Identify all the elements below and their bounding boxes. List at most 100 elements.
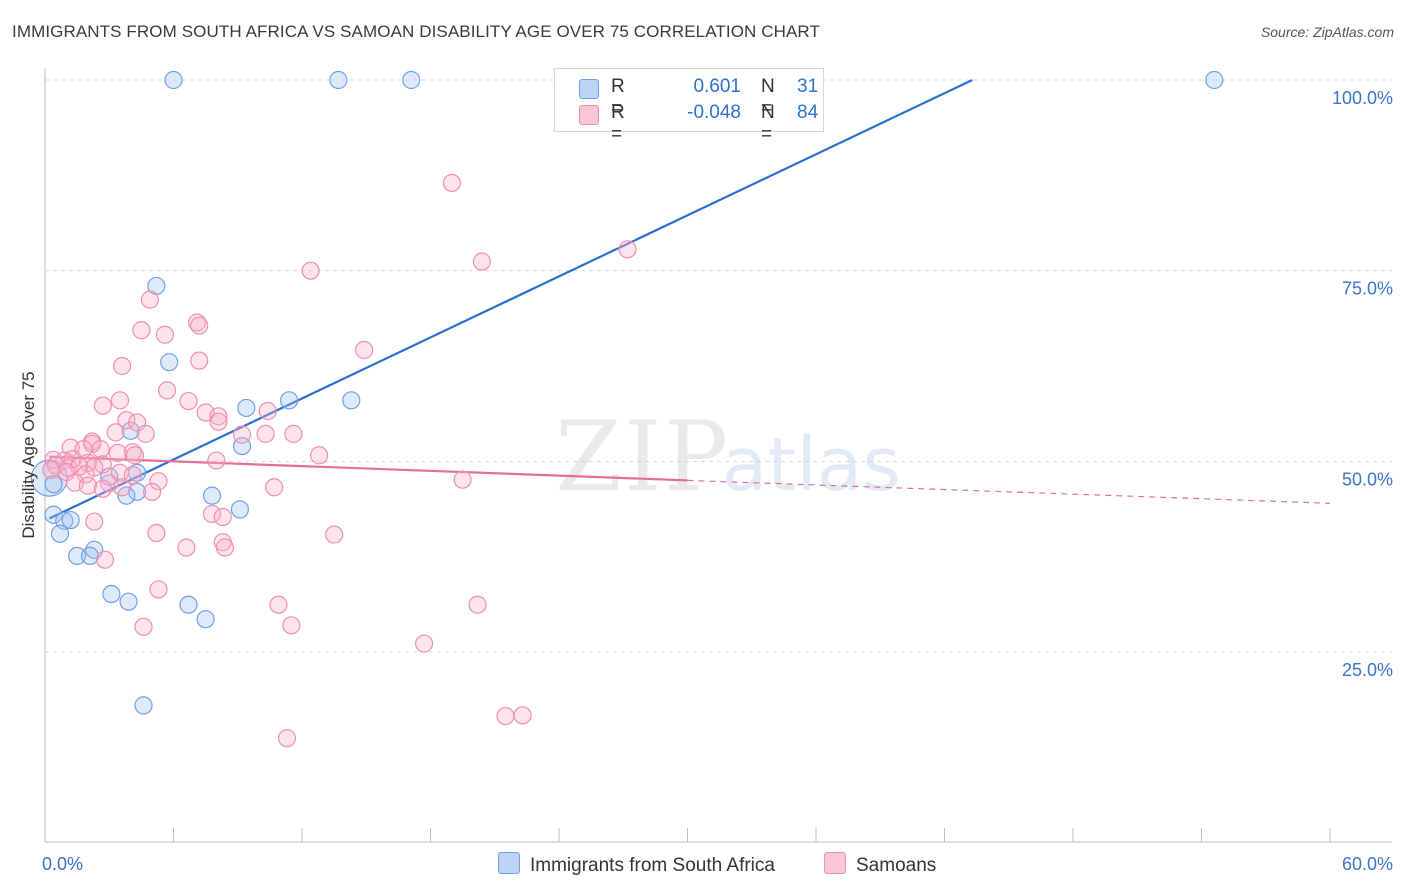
point-samoans bbox=[117, 411, 136, 430]
point-south-africa bbox=[134, 696, 153, 715]
point-samoans bbox=[83, 434, 102, 453]
point-south-africa bbox=[196, 610, 215, 629]
point-south-africa bbox=[80, 546, 100, 566]
watermark: ZIP atlas bbox=[555, 401, 901, 513]
point-samoans bbox=[282, 616, 301, 635]
point-south-africa bbox=[230, 500, 249, 519]
point-samoans bbox=[142, 482, 162, 501]
point-south-africa bbox=[61, 510, 80, 530]
point-samoans bbox=[207, 451, 226, 470]
point-south-africa bbox=[280, 391, 299, 410]
point-samoans bbox=[78, 476, 97, 495]
bottom-legend-label: Samoans bbox=[856, 855, 937, 876]
point-samoans bbox=[284, 424, 303, 443]
point-samoans bbox=[140, 290, 160, 309]
point-samoans bbox=[202, 504, 222, 524]
point-samoans bbox=[110, 391, 130, 410]
point-samoans bbox=[442, 173, 462, 193]
point-samoans bbox=[123, 465, 142, 485]
point-south-africa bbox=[44, 475, 63, 494]
point-samoans bbox=[149, 472, 168, 491]
y-axis-label: Disability Age Over 75 bbox=[19, 371, 38, 538]
point-samoans bbox=[213, 507, 232, 527]
legend-swatch-pink bbox=[579, 105, 599, 125]
point-south-africa bbox=[50, 524, 70, 543]
y-tick-label: 25.0% bbox=[1342, 660, 1393, 680]
y-tick-label: 100.0% bbox=[1332, 88, 1393, 108]
point-samoans bbox=[277, 729, 297, 748]
bottom-legend-swatch-pink bbox=[824, 852, 846, 874]
point-samoans bbox=[269, 595, 288, 614]
point-south-africa bbox=[179, 595, 198, 614]
point-samoans bbox=[108, 443, 127, 463]
point-south-africa bbox=[202, 486, 222, 505]
point-samoans bbox=[42, 460, 61, 479]
point-samoans bbox=[232, 425, 252, 444]
point-samoans bbox=[215, 538, 234, 557]
point-samoans bbox=[496, 706, 515, 726]
point-samoans bbox=[301, 261, 320, 280]
point-samoans bbox=[618, 240, 637, 259]
point-south-africa bbox=[164, 70, 183, 90]
point-samoans bbox=[190, 316, 209, 335]
point-south-africa bbox=[44, 505, 63, 524]
legend-n-value: 84 bbox=[797, 102, 819, 123]
legend-swatch-blue bbox=[579, 79, 599, 99]
y-tick-label: 75.0% bbox=[1342, 279, 1393, 299]
point-samoans bbox=[209, 412, 228, 431]
source-label: Source: ZipAtlas.com bbox=[1260, 24, 1394, 40]
point-samoans bbox=[112, 478, 132, 497]
point-samoans bbox=[513, 706, 532, 725]
legend: R = 0.601 N = 31 R = -0.048 N = 84 bbox=[554, 68, 824, 145]
point-samoans bbox=[155, 325, 175, 344]
point-samoans bbox=[190, 351, 209, 370]
point-samoans bbox=[93, 479, 112, 498]
point-samoans bbox=[472, 252, 491, 271]
point-samoans bbox=[125, 446, 145, 465]
watermark-zip: ZIP bbox=[555, 401, 730, 513]
trend-line-samoans bbox=[49, 455, 688, 482]
point-samoans bbox=[177, 538, 196, 557]
point-samoans bbox=[93, 396, 112, 415]
point-samoans bbox=[468, 595, 487, 614]
chart-title: IMMIGRANTS FROM SOUTH AFRICA VS SAMOAN D… bbox=[12, 22, 820, 41]
point-samoans bbox=[136, 424, 155, 443]
point-samoans bbox=[157, 381, 177, 400]
point-samoans bbox=[310, 446, 329, 465]
legend-r-label: R = bbox=[611, 76, 625, 119]
point-samoans bbox=[95, 550, 115, 569]
x-tick-label: 60.0% bbox=[1342, 854, 1393, 874]
point-south-africa bbox=[1205, 70, 1224, 90]
point-samoans bbox=[134, 617, 153, 636]
tick-labels: 25.0% 50.0% 75.0% 100.0% 0.0% 60.0% bbox=[42, 88, 1393, 874]
point-south-africa bbox=[402, 70, 421, 90]
point-samoans bbox=[187, 313, 207, 332]
point-samoans bbox=[325, 525, 344, 544]
point-samoans bbox=[258, 401, 277, 421]
point-samoans bbox=[149, 580, 168, 599]
point-south-africa bbox=[237, 398, 256, 418]
point-south-africa bbox=[160, 353, 179, 372]
trend-line-south-africa bbox=[48, 79, 973, 520]
point-south-africa bbox=[119, 592, 138, 611]
x-tick-label: 0.0% bbox=[42, 854, 83, 874]
point-south-africa bbox=[117, 486, 136, 505]
point-south-africa bbox=[68, 546, 87, 566]
point-samoans bbox=[112, 356, 132, 376]
bottom-legend-samoans: Samoans bbox=[824, 852, 936, 877]
point-samoans bbox=[209, 407, 228, 426]
bottom-legend-label: Immigrants from South Africa bbox=[530, 855, 775, 876]
bottom-legend-swatch-blue bbox=[498, 852, 520, 874]
legend-n-label: N = bbox=[761, 102, 775, 145]
y-tick-label: 50.0% bbox=[1342, 469, 1393, 489]
point-samoans bbox=[453, 470, 472, 489]
point-samoans bbox=[85, 512, 104, 531]
point-samoans bbox=[132, 321, 151, 340]
bottom-legend-south-africa: Immigrants from South Africa bbox=[498, 852, 775, 877]
legend-r-value: 0.601 bbox=[693, 76, 741, 97]
point-samoans bbox=[123, 443, 142, 462]
point-samoans bbox=[106, 423, 125, 442]
point-samoans bbox=[91, 440, 110, 459]
point-samoans bbox=[256, 424, 275, 443]
